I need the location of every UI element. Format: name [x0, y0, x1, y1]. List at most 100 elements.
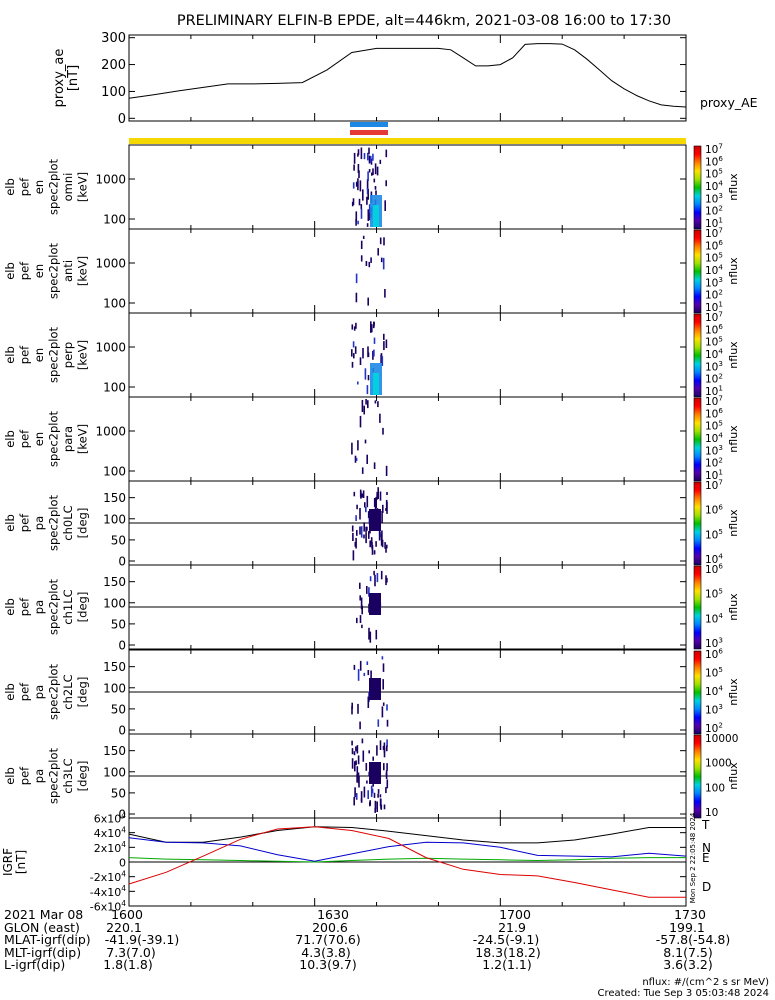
- spectrogram-streak: [358, 198, 361, 206]
- spectrogram-streak: [386, 492, 388, 495]
- spectrogram-streak: [375, 541, 377, 547]
- spectrogram-panel: [128, 228, 687, 314]
- spectrogram-streak: [355, 322, 357, 329]
- spectrogram-streak: [380, 804, 383, 810]
- spectrogram-streak: [354, 787, 356, 797]
- spectrogram-streak: [366, 196, 368, 205]
- y-tick-label: 100: [103, 213, 126, 227]
- axis-label: spec2plot: [47, 578, 61, 635]
- axis-label: perp: [61, 342, 75, 368]
- axis-label: elb: [3, 598, 17, 616]
- footer-date: 2021 Mar 08: [4, 907, 84, 922]
- axis-label: [nT]: [66, 65, 81, 91]
- spectrogram-streak: [360, 208, 363, 219]
- spectrogram-streak: [359, 721, 361, 730]
- spectrogram-streak: [385, 180, 387, 187]
- y-tick-label: 150: [103, 491, 126, 505]
- axis-label: ch2LC: [61, 674, 75, 709]
- footer-label: MLT-igrf(dip): [4, 944, 82, 960]
- spectrogram-streak: [380, 354, 382, 364]
- spectrogram-streak: [351, 702, 353, 709]
- axis-label: [keV]: [76, 256, 90, 286]
- spectrogram-streak: [355, 181, 358, 187]
- spectrogram-streak: [384, 200, 386, 211]
- axis-label: [deg]: [76, 677, 90, 708]
- colorbar: [693, 650, 702, 735]
- spectrogram-streak: [373, 462, 376, 469]
- spectrogram-streak: [386, 704, 388, 711]
- spectrogram-streak: [367, 171, 369, 181]
- axis-label: ch3LC: [61, 758, 75, 793]
- axis-label: spec2plot: [47, 494, 61, 551]
- spectrogram-streak: [377, 789, 380, 794]
- spectrogram-streak: [367, 400, 369, 409]
- spectrogram-streak: [370, 321, 372, 333]
- spectrogram-streak: [357, 669, 360, 681]
- colorbar: [693, 481, 702, 566]
- igrf-t-line: [128, 826, 686, 844]
- spectrogram-streak: [359, 508, 361, 520]
- spectrogram-streak: [371, 788, 374, 794]
- spectrogram-streak: [379, 159, 382, 164]
- spectrogram-streak: [356, 774, 358, 783]
- spectrogram-streak: [373, 570, 375, 576]
- spectrogram-streak: [351, 525, 354, 532]
- y-tick-label: 100: [103, 381, 126, 395]
- status-bar-red: [350, 130, 388, 135]
- spectrogram-streak: [386, 544, 388, 549]
- spectrogram-streak: [379, 491, 382, 501]
- spectrogram-streak: [370, 670, 372, 682]
- spectrogram-streak: [360, 147, 363, 160]
- ephemeris-footer: 2021 Mar 08 1600 1630 1700 1730 GLON (ea…: [4, 907, 775, 972]
- spectrogram-streak: [368, 627, 370, 640]
- footer-label: GLON (east): [4, 919, 80, 935]
- colorbar: [693, 313, 702, 398]
- spectrogram-streak: [360, 526, 363, 538]
- spectrogram-streak: [386, 739, 388, 747]
- y-tick-label: -4x104: [90, 884, 126, 899]
- igrf-legend-t: T: [701, 818, 710, 832]
- spectrogram-streak: [357, 755, 360, 765]
- colorbar-tick-label: 10000: [705, 733, 738, 745]
- footer-label: MLAT-igrf(dip): [4, 932, 91, 948]
- spectrogram-streak: [377, 401, 379, 408]
- spectrogram-streak: [363, 786, 366, 798]
- colorbar-tick-label: 106: [705, 502, 723, 516]
- spectrogram-streak: [360, 791, 363, 802]
- spectrogram-streak: [374, 574, 376, 587]
- spectrogram-streak: [367, 297, 369, 306]
- igrf-legend-e: E: [702, 851, 710, 865]
- y-tick-label: -6x104: [90, 899, 126, 914]
- footer-row-mlt: MLT-igrf(dip) 7.3(7.0) 4.3(3.8) 18.3(18.…: [4, 944, 775, 960]
- spectrogram-streak: [355, 794, 358, 799]
- y-tick-label: 100: [103, 297, 126, 311]
- spectrogram-streak: [352, 532, 354, 541]
- spectrogram-streak: [376, 801, 378, 812]
- spectrogram-streak: [367, 352, 370, 357]
- spectrogram-streak: [361, 738, 364, 744]
- colorbar: [693, 734, 702, 819]
- spectrogram-streak: [386, 779, 389, 789]
- igrf-legend-n: N: [702, 841, 711, 855]
- y-tick-label: 50: [111, 617, 126, 631]
- spectrogram-streak: [373, 792, 376, 798]
- spectrogram-streak: [354, 761, 356, 772]
- axis-label: en: [32, 264, 46, 278]
- spectrogram-streak: [369, 213, 371, 221]
- spectrogram-streak: [378, 530, 381, 541]
- spectrogram-streak: [356, 530, 358, 536]
- axis-label: elb: [3, 262, 17, 280]
- spectrogram-streak: [373, 349, 375, 357]
- spectrogram-streak: [355, 218, 357, 226]
- footer-row-l: L-igrf(dip) 1.8(1.8) 10.3(9.7) 1.2(1.1) …: [4, 959, 775, 972]
- spectrogram-streak: [363, 534, 365, 539]
- colorbar-tick-label: 10: [705, 807, 718, 819]
- spectrogram-streak: [381, 539, 384, 548]
- footer-value: 220.1: [106, 919, 142, 935]
- spectrogram-streak: [369, 576, 372, 582]
- axis-label: spec2plot: [47, 326, 61, 383]
- spectrogram-streak: [382, 663, 385, 672]
- spectrogram-streak: [381, 356, 384, 366]
- y-tick-label: 0: [118, 724, 126, 738]
- axis-label: elb: [3, 514, 17, 532]
